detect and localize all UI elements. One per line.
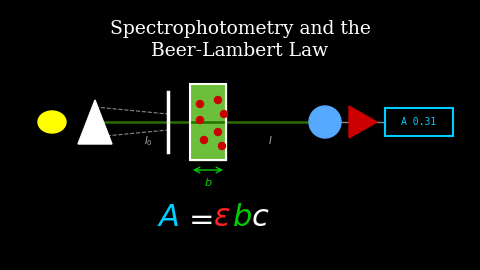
Bar xyxy=(385,108,453,136)
Circle shape xyxy=(218,143,226,150)
Circle shape xyxy=(215,96,221,103)
Text: Spectrophotometry and the: Spectrophotometry and the xyxy=(109,20,371,38)
Text: Beer-Lambert Law: Beer-Lambert Law xyxy=(151,42,329,60)
Text: $I$: $I$ xyxy=(268,134,272,146)
Circle shape xyxy=(309,106,341,138)
Circle shape xyxy=(220,110,228,117)
Ellipse shape xyxy=(38,111,66,133)
Polygon shape xyxy=(78,100,112,144)
Text: $c$: $c$ xyxy=(251,202,269,234)
Text: b: b xyxy=(204,178,212,188)
Circle shape xyxy=(196,116,204,123)
Circle shape xyxy=(201,137,207,143)
Text: $\varepsilon$: $\varepsilon$ xyxy=(213,202,231,234)
Text: R: R xyxy=(321,117,329,127)
Text: $I_0$: $I_0$ xyxy=(144,134,152,148)
Bar xyxy=(190,84,226,160)
Bar xyxy=(190,84,226,160)
Text: A 0.31: A 0.31 xyxy=(401,117,437,127)
Text: $=$: $=$ xyxy=(183,202,213,234)
Polygon shape xyxy=(349,106,377,138)
Text: $A$: $A$ xyxy=(157,202,179,234)
Circle shape xyxy=(196,100,204,107)
Text: $b$: $b$ xyxy=(232,202,252,234)
Circle shape xyxy=(215,129,221,136)
